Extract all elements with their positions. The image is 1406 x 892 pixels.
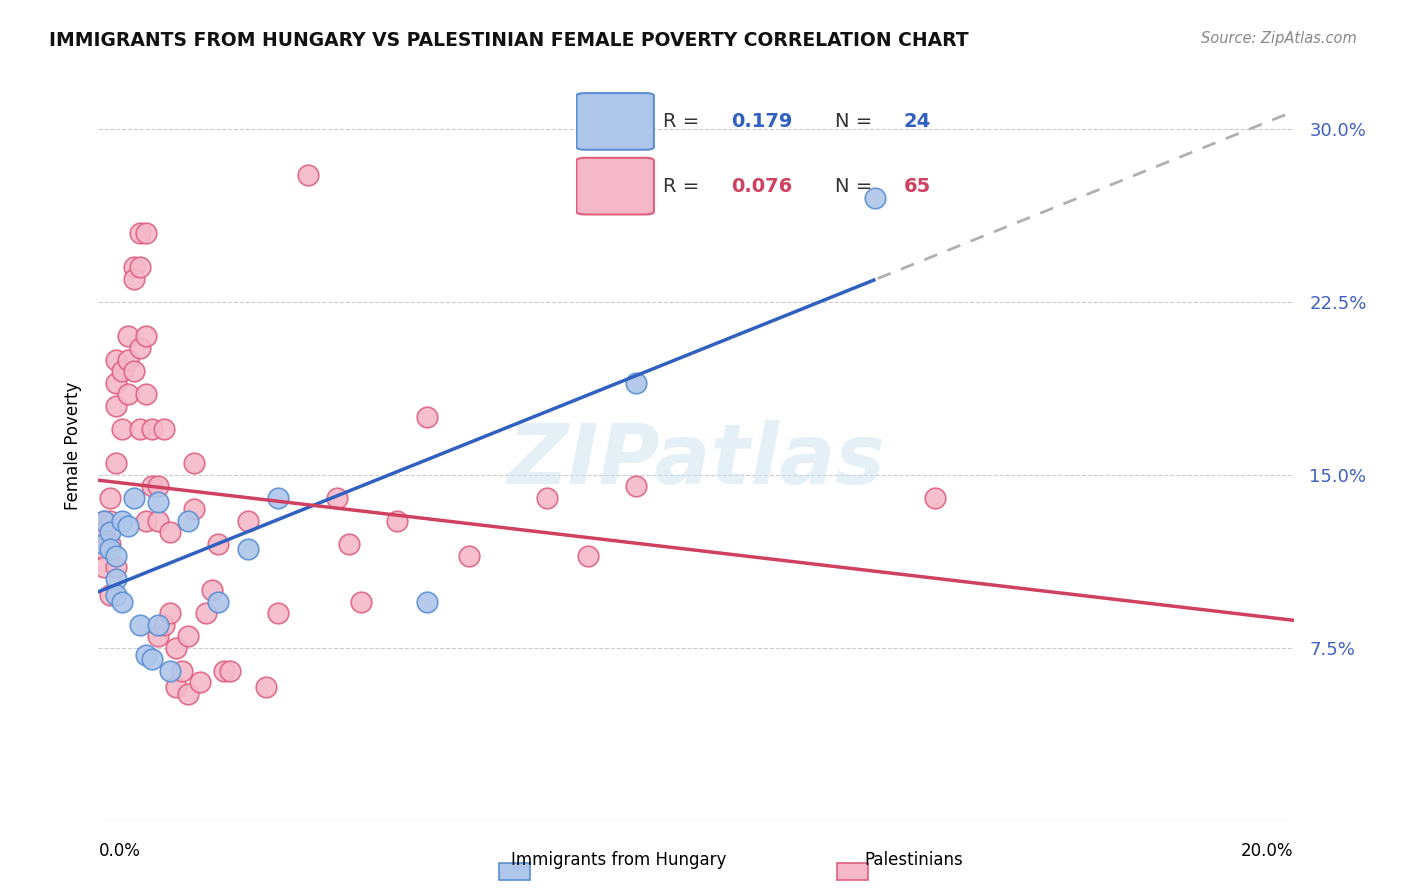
Point	[188, 675, 211, 690]
Point	[129, 617, 152, 632]
Point	[105, 352, 128, 367]
Point	[416, 410, 439, 425]
Point	[172, 664, 194, 678]
Point	[578, 549, 600, 563]
Point	[117, 352, 139, 367]
Point	[148, 629, 170, 643]
Point	[195, 606, 218, 620]
Point	[219, 664, 242, 678]
Point	[129, 226, 152, 240]
Point	[105, 572, 128, 586]
Text: ZIPatlas: ZIPatlas	[508, 420, 884, 501]
Point	[267, 491, 290, 505]
Point	[93, 537, 115, 551]
Point	[165, 680, 187, 694]
Text: 20.0%: 20.0%	[1241, 842, 1294, 860]
Point	[129, 422, 152, 436]
Point	[124, 272, 146, 286]
Point	[148, 495, 170, 509]
Point	[326, 491, 349, 505]
Point	[177, 629, 200, 643]
Point	[93, 525, 115, 540]
Point	[93, 541, 115, 556]
Point	[117, 518, 139, 533]
Point	[93, 514, 115, 528]
Point	[385, 514, 409, 528]
Point	[177, 687, 200, 701]
Point	[153, 617, 176, 632]
Point	[105, 399, 128, 413]
Point	[98, 514, 122, 528]
Point	[141, 479, 163, 493]
Point	[350, 594, 373, 608]
Point	[236, 541, 259, 556]
Point	[111, 514, 134, 528]
Point	[124, 260, 146, 275]
Point	[267, 606, 290, 620]
Point	[339, 537, 361, 551]
Point	[111, 364, 134, 378]
Text: Immigrants from Hungary: Immigrants from Hungary	[510, 851, 727, 869]
Point	[111, 594, 134, 608]
Point	[105, 549, 128, 563]
Point	[254, 680, 277, 694]
Point	[159, 525, 181, 540]
Text: Palestinians: Palestinians	[865, 851, 963, 869]
Point	[148, 617, 170, 632]
Point	[159, 606, 181, 620]
Point	[117, 387, 139, 401]
Point	[141, 652, 163, 666]
Point	[135, 648, 157, 662]
Point	[183, 456, 205, 470]
Point	[183, 502, 205, 516]
Point	[135, 387, 157, 401]
Point	[129, 341, 152, 355]
Point	[111, 422, 134, 436]
Text: Source: ZipAtlas.com: Source: ZipAtlas.com	[1201, 31, 1357, 46]
Point	[165, 640, 187, 655]
Point	[148, 479, 170, 493]
Point	[212, 664, 235, 678]
Point	[207, 594, 229, 608]
Point	[124, 364, 146, 378]
Point	[458, 549, 481, 563]
Point	[98, 541, 122, 556]
Point	[201, 583, 224, 598]
Point	[105, 376, 128, 390]
Point	[129, 260, 152, 275]
Point	[105, 560, 128, 574]
Point	[98, 588, 122, 602]
Point	[105, 456, 128, 470]
Point	[536, 491, 558, 505]
Point	[98, 537, 122, 551]
Point	[98, 491, 122, 505]
Point	[98, 525, 122, 540]
Text: 0.0%: 0.0%	[98, 842, 141, 860]
Point	[93, 560, 115, 574]
Point	[159, 664, 181, 678]
Point	[416, 594, 439, 608]
Point	[135, 329, 157, 343]
Point	[141, 422, 163, 436]
Point	[105, 588, 128, 602]
Point	[124, 491, 146, 505]
Point	[177, 514, 200, 528]
Point	[865, 191, 887, 205]
Point	[135, 226, 157, 240]
Y-axis label: Female Poverty: Female Poverty	[63, 382, 82, 510]
Point	[236, 514, 259, 528]
Point	[93, 514, 115, 528]
Point	[153, 422, 176, 436]
Text: IMMIGRANTS FROM HUNGARY VS PALESTINIAN FEMALE POVERTY CORRELATION CHART: IMMIGRANTS FROM HUNGARY VS PALESTINIAN F…	[49, 31, 969, 50]
Point	[135, 514, 157, 528]
Point	[148, 514, 170, 528]
Point	[297, 168, 319, 182]
Point	[924, 491, 946, 505]
Point	[626, 479, 648, 493]
Point	[207, 537, 229, 551]
Point	[117, 329, 139, 343]
Point	[626, 376, 648, 390]
